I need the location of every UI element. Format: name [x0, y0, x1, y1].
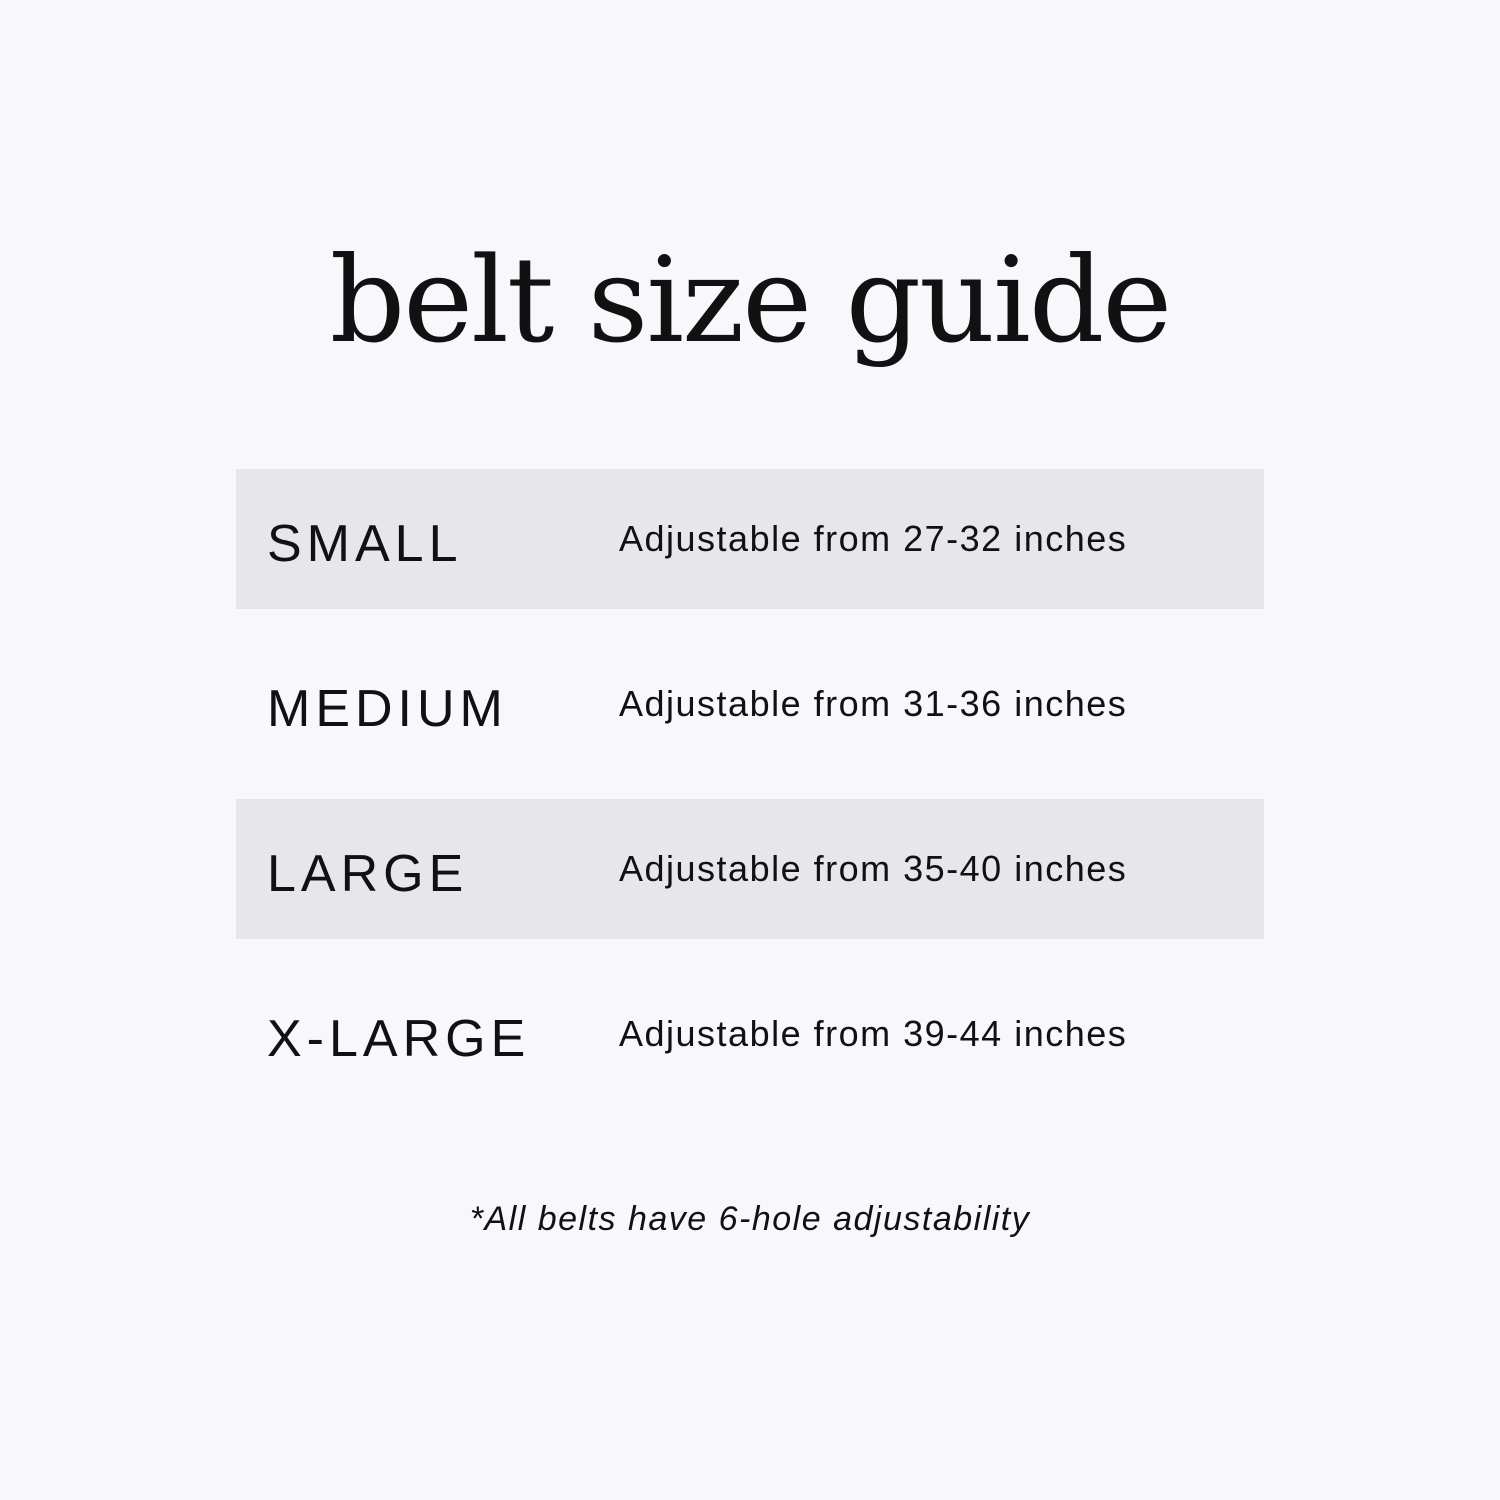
size-description: Adjustable from 27-32 inches	[619, 518, 1128, 559]
size-row-medium: MEDIUM Adjustable from 31-36 inches	[236, 634, 1264, 774]
page-title: belt size guide	[329, 231, 1172, 369]
size-label: LARGE	[267, 845, 469, 903]
size-row-xlarge: X-LARGE Adjustable from 39-44 inches	[236, 964, 1264, 1104]
size-description: Adjustable from 35-40 inches	[619, 848, 1128, 889]
size-label: MEDIUM	[267, 680, 508, 738]
size-description: Adjustable from 31-36 inches	[619, 683, 1128, 724]
size-description: Adjustable from 39-44 inches	[619, 1013, 1128, 1054]
footnote: *All belts have 6-hole adjustability	[469, 1200, 1031, 1238]
size-row-small: SMALL Adjustable from 27-32 inches	[236, 469, 1264, 609]
size-row-large: LARGE Adjustable from 35-40 inches	[236, 799, 1264, 939]
size-label: SMALL	[267, 515, 463, 573]
size-label: X-LARGE	[267, 1010, 531, 1068]
